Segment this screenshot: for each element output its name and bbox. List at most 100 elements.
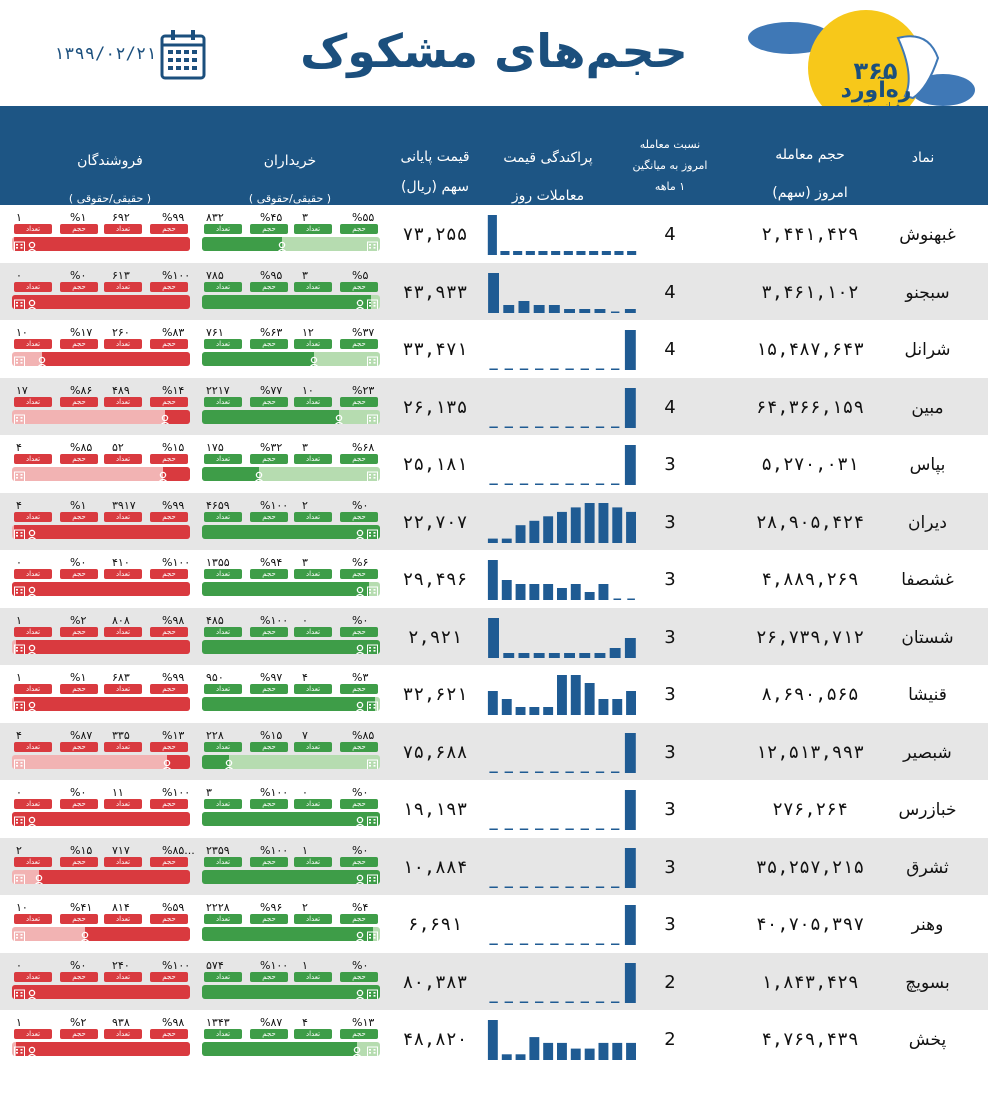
dispersion-bar <box>503 652 515 658</box>
sell-tag-count: تعداد <box>14 914 52 924</box>
buyers-block: %۰ ۰ %۱۰۰ ۳ حجم تعداد حجم تعداد <box>202 786 380 830</box>
sell-ratio-bar <box>12 984 190 999</box>
buyers-block: %۰ ۰ %۱۰۰ ۴۸۵ حجم تعداد حجم تعداد <box>202 614 380 658</box>
buy-tag-count: تعداد <box>294 684 332 694</box>
dispersion-bar <box>489 828 498 830</box>
person-icon <box>26 698 38 711</box>
buy-ratio-bar <box>202 582 380 596</box>
dispersion-bar <box>580 886 589 888</box>
sell-tag-volume: حجم <box>60 396 98 407</box>
building-icon <box>14 468 25 481</box>
table-row: دیران ۲۸,۹۰۵,۴۲۴ 3 ۲۲,۷۰۷ %۰ ۲ %۱۰۰ ۴۶۵۹ حجم تعدا… <box>0 492 988 550</box>
buy-tag-volume: حجم <box>250 569 288 579</box>
table-row: غشصفا ۴,۸۸۹,۲۶۹ 3 ۲۹,۴۹۶ %۶ ۳ %۹۴ ۱۳۵۵ حجم تعداد ح… <box>0 550 988 607</box>
buyers-block: %۳ ۴ %۹۷ ۹۵۰ حجم تعداد حجم تعداد <box>202 671 380 715</box>
table-row: قنیشا ۸,۶۹۰,۵۶۵ 3 ۳۲,۶۲۱ %۳ ۴ %۹۷ ۹۵۰ حجم تعداد حج… <box>0 665 988 722</box>
dispersion-bar <box>515 1054 526 1060</box>
sell-tag-count: تعداد <box>104 1029 142 1039</box>
dispersion-bar <box>543 515 554 543</box>
sell-tag-volume: حجم <box>60 281 98 292</box>
sell-c2-value: ۱۰ <box>16 901 28 914</box>
dispersion-bar <box>519 828 529 830</box>
sell-tag-count: تعداد <box>104 339 142 349</box>
buy-c1-value: ۰ <box>302 786 308 799</box>
buy-c2-value: ۱۷۵ <box>206 441 224 454</box>
sell-tag-count: تعداد <box>14 799 52 809</box>
buy-v1-value: %۴ <box>352 901 369 914</box>
buy-c1-value: ۰ <box>302 613 308 627</box>
dispersion-bar <box>501 699 512 715</box>
dispersion-chart <box>486 501 638 543</box>
dispersion-bar <box>570 1048 581 1060</box>
dispersion-bar <box>565 828 574 830</box>
dispersion-bar <box>595 368 605 370</box>
person-icon <box>26 238 38 251</box>
buy-tag-count: تعداد <box>204 914 242 924</box>
buy-tag-count: تعداد <box>204 971 242 982</box>
sell-v2-value: %۸۶ <box>70 383 93 397</box>
dispersion-bar <box>594 652 606 658</box>
buy-c1-value: ۴ <box>302 1016 308 1029</box>
buy-v2-value: %۹۷ <box>260 671 283 684</box>
buy-tag-volume: حجم <box>340 224 378 234</box>
person-icon <box>36 353 48 366</box>
table-row: شرانل ۱۵,۴۸۷,۶۴۳ 4 ۳۳,۴۷۱ %۳۷ ۱۲ %۶۳ ۷۶۱ حجم تعدا… <box>0 320 988 377</box>
dispersion-bar <box>624 732 636 773</box>
dispersion-bar <box>529 707 540 715</box>
sellers-block: %۱۰۰ ۱۱ %۰ ۰ حجم تعداد حجم تعداد <box>12 786 190 830</box>
table-row: شبصیر ۱۲,۵۱۳,۹۹۳ 3 ۷۵,۶۸۸ %۸۵ ۷ %۱۵ ۲۲۸ حجم تعداد… <box>0 722 988 780</box>
building-icon <box>367 296 378 309</box>
header-sellers: فروشندگان( حقیقی/حقوقی ) <box>68 153 152 205</box>
dispersion-bar <box>489 426 498 428</box>
dispersion-chart <box>486 673 638 715</box>
sell-tag-count: تعداد <box>14 684 52 694</box>
dispersion-bar <box>529 584 540 600</box>
dispersion-bar <box>624 387 636 428</box>
dispersion-bar <box>550 771 559 773</box>
symbol-cell: غبهنوش <box>899 225 956 245</box>
sellers-block: %۱۳ ۳۳۵ %۸۷ ۴ حجم تعداد حجم تعداد <box>12 729 190 773</box>
buy-tag-count: تعداد <box>294 396 332 407</box>
dispersion-bar <box>548 304 560 313</box>
sell-tag-volume: حجم <box>60 454 98 464</box>
buy-c2-value: ۳ <box>206 786 212 799</box>
volume-cell: ۳,۴۶۱,۱۰۲ <box>761 281 859 303</box>
sell-ratio-bar <box>12 869 190 884</box>
dispersion-bar <box>504 483 513 485</box>
dispersion-bar <box>580 368 589 370</box>
dispersion-bar <box>543 584 554 600</box>
person-icon <box>79 928 91 941</box>
sell-v2-value: %۰ <box>70 268 87 282</box>
ratio-cell: 4 <box>664 224 676 245</box>
buy-v2-value: %۳۲ <box>260 441 283 454</box>
sell-tag-count: تعداد <box>14 569 52 579</box>
sellers-block: %۹۹ ۶۸۳ %۱ ۱ حجم تعداد حجم تعداد <box>12 671 190 715</box>
person-icon <box>26 526 38 539</box>
sell-c2-value: ۰ <box>16 556 22 569</box>
buy-v2-value: %۷۷ <box>260 383 283 397</box>
person-icon <box>26 813 38 826</box>
symbol-cell: سبجنو <box>905 282 950 303</box>
person-icon <box>26 641 38 654</box>
sell-v1-value: %۱۵ <box>162 441 185 454</box>
person-icon <box>354 986 366 999</box>
buyers-block: %۵۵ ۳ %۴۵ ۸۳۲ حجم تعداد حجم تعداد <box>202 211 380 255</box>
table-row: بسویچ ۱,۸۴۳,۴۲۹ 2 ۸۰,۳۸۳ %۰ ۱ %۱۰۰ ۵۷۴ حجم تعداد ح… <box>0 952 988 1010</box>
buy-v2-value: %۱۰۰ <box>260 613 289 627</box>
dispersion-bar <box>550 943 559 945</box>
dispersion-bar <box>598 584 609 600</box>
sell-tag-count: تعداد <box>104 856 142 867</box>
buy-ratio-bar <box>202 1042 380 1056</box>
buy-c2-value: ۹۵۰ <box>206 671 224 684</box>
sell-v2-value: %۰ <box>70 958 87 972</box>
symbol-cell: ثشرق <box>906 857 949 878</box>
dispersion-bar <box>515 707 526 715</box>
dispersion-bar <box>564 652 575 658</box>
ratio-cell: 3 <box>664 856 676 878</box>
building-icon <box>14 698 25 711</box>
sell-tag-volume: حجم <box>60 799 98 809</box>
dispersion-bar <box>584 502 595 543</box>
buyers-block: %۰ ۲ %۱۰۰ ۴۶۵۹ حجم تعداد حجم تعداد <box>202 499 380 543</box>
sell-tag-count: تعداد <box>104 799 142 809</box>
dispersion-bar <box>513 251 523 255</box>
